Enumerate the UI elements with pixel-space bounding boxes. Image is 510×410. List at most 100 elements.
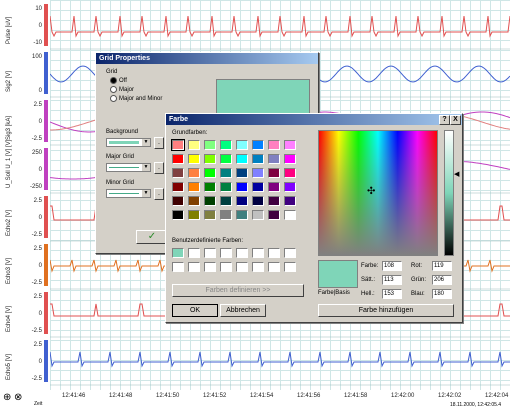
basic-color-swatch[interactable] [252, 154, 264, 164]
basic-color-swatch[interactable] [172, 154, 184, 164]
custom-color-swatch[interactable] [188, 262, 200, 272]
basic-color-swatch[interactable] [188, 168, 200, 178]
basic-color-swatch[interactable] [188, 140, 200, 150]
basic-color-swatch[interactable] [252, 196, 264, 206]
basic-color-swatch[interactable] [268, 168, 280, 178]
ok-button[interactable]: OK [172, 304, 218, 317]
basic-color-swatch[interactable] [252, 182, 264, 192]
basic-color-swatch[interactable] [284, 154, 296, 164]
sat-field[interactable]: 113 [382, 275, 402, 285]
color-spectrum[interactable]: ✣ [318, 130, 438, 256]
red-field[interactable]: 119 [432, 261, 452, 271]
cancel-button[interactable]: Abbrechen [220, 304, 266, 317]
basic-color-swatch[interactable] [236, 140, 248, 150]
basic-color-swatch[interactable] [172, 196, 184, 206]
basic-color-swatch[interactable] [284, 210, 296, 220]
basic-color-swatch[interactable] [172, 210, 184, 220]
custom-color-swatch[interactable] [268, 248, 280, 258]
basic-color-swatch[interactable] [236, 210, 248, 220]
grid-dialog-titlebar[interactable]: Grid Properties [96, 53, 318, 64]
basic-color-swatch[interactable] [204, 154, 216, 164]
minor-grid-combo[interactable]: ▼ [106, 189, 151, 198]
custom-color-swatch[interactable] [172, 248, 184, 258]
time-tick-label: 12:42:04 [485, 393, 509, 399]
basic-color-swatch[interactable] [220, 182, 232, 192]
grid-option-major-minor[interactable]: Major and Minor [110, 95, 162, 102]
track-label: Echo3 [V] [6, 257, 12, 284]
grid-ok-button[interactable]: ✓ [136, 230, 168, 244]
color-dialog-titlebar[interactable]: Farbe ? X [166, 114, 462, 125]
basic-color-swatch[interactable] [268, 154, 280, 164]
major-grid-combo[interactable]: ▼ [106, 163, 151, 172]
basic-color-swatch[interactable] [204, 140, 216, 150]
basic-color-swatch[interactable] [171, 139, 185, 151]
custom-color-swatch[interactable] [284, 262, 296, 272]
basic-color-swatch[interactable] [204, 196, 216, 206]
basic-color-swatch[interactable] [204, 182, 216, 192]
define-colors-button[interactable]: Farben definieren >> [172, 284, 304, 297]
basic-color-swatch[interactable] [172, 168, 184, 178]
hue-field[interactable]: 108 [382, 261, 402, 271]
basic-color-swatch[interactable] [252, 210, 264, 220]
basic-color-swatch[interactable] [268, 140, 280, 150]
major-grid-more-button[interactable]: . [154, 162, 164, 174]
basic-color-swatch[interactable] [220, 140, 232, 150]
basic-color-swatch[interactable] [236, 154, 248, 164]
basic-color-swatch[interactable] [188, 210, 200, 220]
custom-color-swatch[interactable] [172, 262, 184, 272]
basic-color-swatch[interactable] [204, 168, 216, 178]
basic-color-swatch[interactable] [284, 196, 296, 206]
custom-color-swatch[interactable] [284, 248, 296, 258]
custom-color-swatch[interactable] [236, 248, 248, 258]
background-combo[interactable]: ▼ [106, 138, 151, 147]
luminance-bar[interactable] [444, 130, 454, 256]
custom-color-swatch[interactable] [188, 248, 200, 258]
basic-color-swatch[interactable] [284, 140, 296, 150]
minor-grid-more-button[interactable]: . [154, 188, 164, 200]
lum-field[interactable]: 153 [382, 289, 402, 299]
grid-option-major[interactable]: Major [110, 86, 134, 93]
basic-color-swatch[interactable] [236, 182, 248, 192]
basic-color-swatch[interactable] [188, 196, 200, 206]
basic-color-swatch[interactable] [220, 168, 232, 178]
basic-color-swatch[interactable] [188, 182, 200, 192]
basic-color-swatch[interactable] [268, 182, 280, 192]
grid-option-off[interactable]: Off [110, 77, 127, 84]
basic-color-swatch[interactable] [188, 154, 200, 164]
track-label: Sig2 [V] [6, 70, 12, 92]
basic-color-swatch[interactable] [220, 210, 232, 220]
time-tick-label: 12:42:02 [438, 393, 462, 399]
basic-color-swatch[interactable] [268, 210, 280, 220]
custom-color-swatch[interactable] [204, 262, 216, 272]
basic-color-swatch[interactable] [284, 168, 296, 178]
basic-color-swatch[interactable] [172, 182, 184, 192]
basic-color-swatch[interactable] [252, 140, 264, 150]
basic-color-swatch[interactable] [284, 182, 296, 192]
track-label: Echo2 [V] [6, 209, 12, 236]
help-button[interactable]: ? [439, 115, 450, 125]
time-corner-label: Zeit [34, 401, 43, 407]
basic-color-swatch[interactable] [236, 196, 248, 206]
add-color-button[interactable]: Farbe hinzufügen [318, 304, 454, 317]
basic-color-swatch[interactable] [252, 168, 264, 178]
custom-color-swatch[interactable] [220, 248, 232, 258]
blue-field[interactable]: 180 [432, 289, 452, 299]
green-field[interactable]: 206 [432, 275, 452, 285]
custom-color-swatch[interactable] [204, 248, 216, 258]
custom-color-swatch[interactable] [236, 262, 248, 272]
basic-color-swatch[interactable] [204, 210, 216, 220]
background-more-button[interactable]: . [154, 137, 164, 149]
custom-color-swatch[interactable] [252, 262, 264, 272]
basic-color-swatch[interactable] [220, 196, 232, 206]
basic-color-swatch[interactable] [236, 168, 248, 178]
pan-icon[interactable]: ⊗ [14, 392, 23, 403]
custom-color-swatch[interactable] [252, 248, 264, 258]
luminance-arrow-icon[interactable]: ◀ [454, 171, 460, 178]
time-tick-label: 12:41:58 [344, 393, 368, 399]
custom-color-swatch[interactable] [220, 262, 232, 272]
custom-color-swatch[interactable] [268, 262, 280, 272]
basic-color-swatch[interactable] [220, 154, 232, 164]
close-button[interactable]: X [450, 115, 461, 125]
zoom-icon[interactable]: ⊕ [3, 392, 12, 403]
basic-color-swatch[interactable] [268, 196, 280, 206]
